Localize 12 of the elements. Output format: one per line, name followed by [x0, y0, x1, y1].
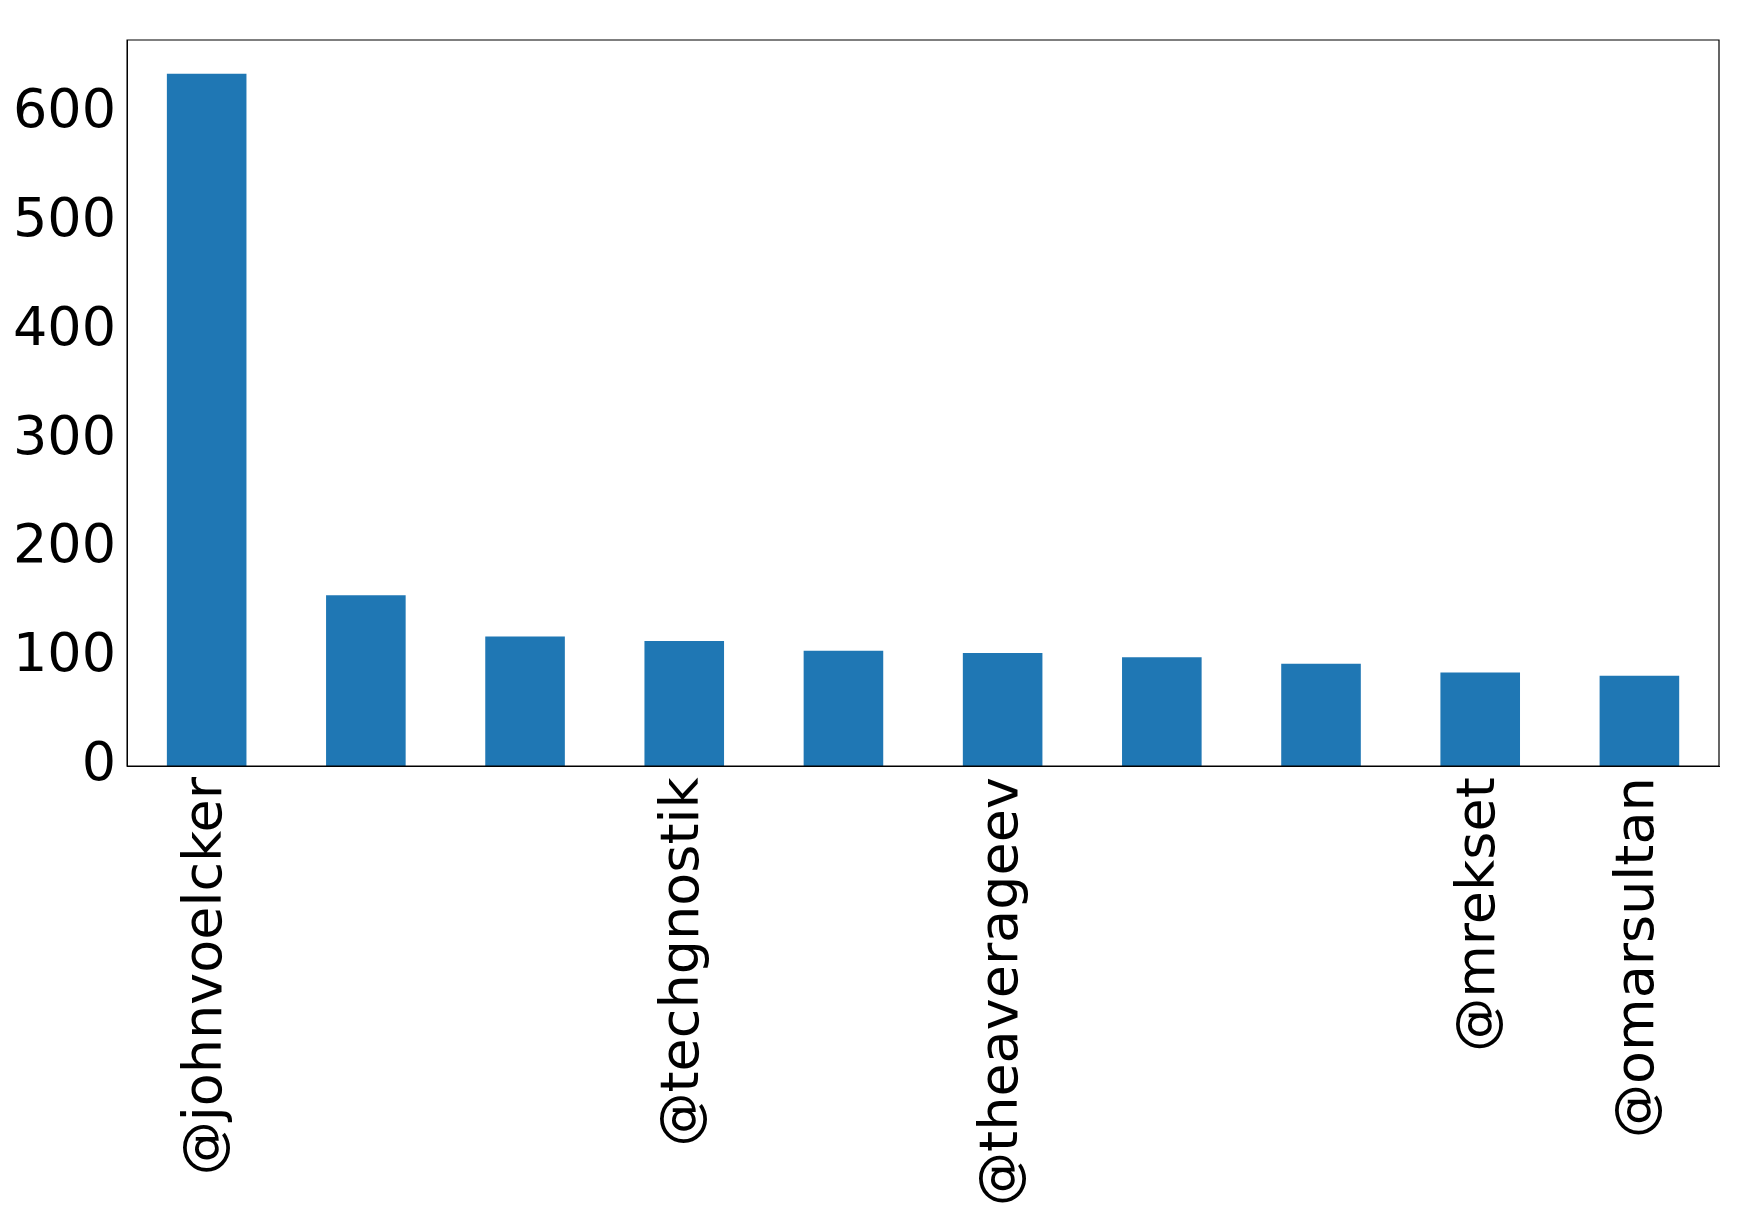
x-tick-label: @omarsultan [1603, 777, 1667, 1138]
x-tick-label: @johnvoelcker [170, 776, 234, 1176]
y-tick-label: 600 [12, 76, 117, 140]
y-tick-label: 200 [12, 512, 117, 576]
x-tick-label: @mrekset [1444, 777, 1508, 1052]
y-tick-label: 500 [12, 185, 117, 249]
x-tick-label: @theaverageev [966, 777, 1030, 1207]
y-tick-label: 100 [12, 621, 117, 685]
y-tick-label: 0 [81, 730, 117, 794]
x-tick-label: @techgnostik [648, 776, 712, 1147]
y-tick-label: 400 [12, 294, 117, 358]
y-tick-label: 300 [12, 403, 117, 467]
